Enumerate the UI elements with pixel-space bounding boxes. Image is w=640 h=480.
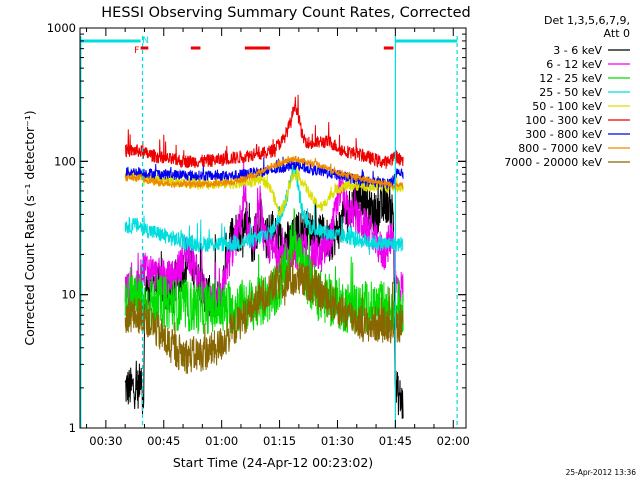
date-stamp: 25-Apr-2012 13:36 xyxy=(566,468,637,477)
series-line-7 xyxy=(124,155,404,190)
plot-frame xyxy=(79,27,467,429)
flag-marker-n: N xyxy=(142,36,149,46)
y-tick-label-0: 1 xyxy=(69,421,76,435)
labels: HESSI Observing Summary Count Rates, Cor… xyxy=(22,5,636,477)
legend-header-detectors: Det 1,3,5,6,7,9, xyxy=(544,14,630,27)
flag-bars: FN xyxy=(80,36,458,429)
y-tick-label-2: 100 xyxy=(54,154,76,168)
series-line-3 xyxy=(124,162,404,256)
x-tick-label-4: 01:30 xyxy=(321,434,354,448)
x-axis-label: Start Time (24-Apr-12 00:23:02) xyxy=(173,455,373,470)
x-tick-label-5: 01:45 xyxy=(379,434,412,448)
series-line-8 xyxy=(124,249,404,374)
x-tick-label-2: 01:00 xyxy=(205,434,238,448)
legend-label-0: 3 - 6 keV xyxy=(553,44,602,57)
x-tick-label-1: 00:45 xyxy=(147,434,180,448)
flag-marker-f: F xyxy=(134,46,139,56)
legend-label-4: 50 - 100 keV xyxy=(532,100,602,113)
series-line-2 xyxy=(124,207,404,340)
x-tick-label-6: 02:00 xyxy=(437,434,470,448)
y-tick-label-1: 10 xyxy=(61,288,76,302)
legend-label-2: 12 - 25 keV xyxy=(539,72,602,85)
y-tick-label-3: 1000 xyxy=(47,21,76,35)
x-tick-label-0: 00:30 xyxy=(89,434,122,448)
legend-label-6: 300 - 800 keV xyxy=(525,128,602,141)
legend-label-8: 7000 - 20000 keV xyxy=(504,156,602,169)
legend-label-3: 25 - 50 keV xyxy=(539,86,602,99)
legend-header-attenuator: Att 0 xyxy=(604,27,630,40)
y-axis-label: Corrected Count Rate (s⁻¹ detector⁻¹) xyxy=(22,110,37,345)
legend-label-5: 100 - 300 keV xyxy=(525,114,602,127)
series-line-1 xyxy=(124,161,404,317)
legend-label-1: 6 - 12 keV xyxy=(546,58,602,71)
legend-label-7: 800 - 7000 keV xyxy=(518,142,602,155)
series-line-4 xyxy=(124,165,404,217)
series-lines xyxy=(124,94,404,419)
axes xyxy=(79,27,467,429)
chart-title: HESSI Observing Summary Count Rates, Cor… xyxy=(101,5,470,21)
x-tick-label-3: 01:15 xyxy=(263,434,296,448)
